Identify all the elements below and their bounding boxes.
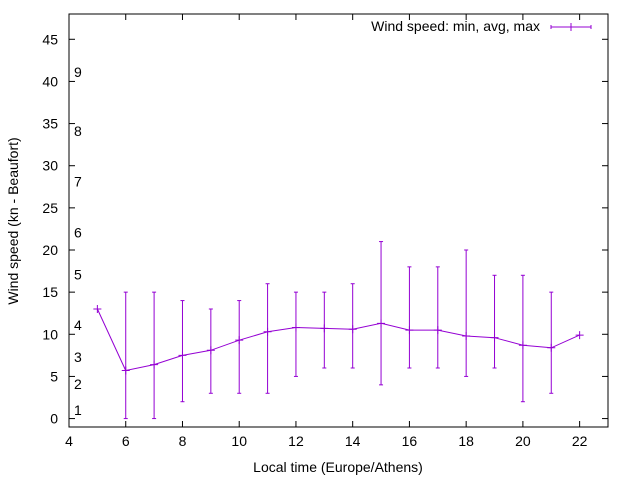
beaufort-label: 2 (74, 376, 82, 392)
data-point (405, 326, 414, 335)
x-tick-label: 8 (179, 433, 187, 449)
data-point (320, 324, 329, 333)
x-tick-label: 18 (458, 433, 474, 449)
beaufort-label: 3 (74, 349, 82, 365)
data-point (518, 341, 527, 350)
data-point (462, 331, 471, 340)
x-tick-label: 14 (345, 433, 361, 449)
y-tick-label: 25 (42, 200, 58, 216)
x-axis-label: Local time (Europe/Athens) (253, 459, 423, 475)
series-line (96, 308, 580, 372)
y-tick-label: 10 (42, 326, 58, 342)
y-tick-label: 35 (42, 116, 58, 132)
beaufort-scale-labels: 1 2 3 4 5 6 7 8 9 (74, 64, 82, 418)
x-tick-label: 4 (65, 433, 73, 449)
x-axis-ticks: 4 6 8 10 12 14 16 18 20 22 (65, 14, 588, 449)
y-tick-label: 20 (42, 242, 58, 258)
data-point (178, 351, 187, 360)
y-tick-label: 15 (42, 284, 58, 300)
beaufort-label: 8 (74, 123, 82, 139)
y-tick-label: 40 (42, 73, 58, 89)
beaufort-label: 1 (74, 402, 82, 418)
beaufort-label: 4 (74, 317, 82, 333)
y-tick-label: 30 (42, 158, 58, 174)
y-axis-label: Wind speed (kn - Beaufort) (5, 137, 21, 304)
data-point (575, 331, 584, 340)
x-tick-label: 20 (515, 433, 531, 449)
data-point (206, 346, 215, 355)
x-tick-label: 10 (231, 433, 247, 449)
x-tick-label: 6 (122, 433, 130, 449)
legend-point (567, 23, 575, 31)
y-tick-label: 5 (50, 368, 58, 384)
data-point (263, 327, 272, 336)
series-layer (93, 241, 584, 420)
data-point (150, 360, 159, 369)
y-tick-label: 0 (50, 411, 58, 427)
data-point (547, 343, 556, 352)
beaufort-label: 6 (74, 224, 82, 240)
data-point (235, 336, 244, 345)
plot-area-frame (68, 13, 609, 428)
beaufort-label: 5 (74, 266, 82, 282)
data-point (377, 319, 386, 328)
legend: Wind speed: min, avg, max (371, 18, 592, 34)
legend-label: Wind speed: min, avg, max (371, 18, 540, 34)
data-point (93, 305, 102, 313)
data-point (348, 325, 357, 334)
data-point (121, 366, 130, 375)
y-tick-label: 45 (42, 31, 58, 47)
x-tick-label: 16 (402, 433, 418, 449)
data-point (291, 323, 300, 332)
data-point (433, 326, 442, 335)
data-point (490, 333, 499, 342)
x-tick-label: 12 (288, 433, 304, 449)
x-tick-label: 22 (572, 433, 588, 449)
beaufort-label: 9 (74, 64, 82, 80)
beaufort-label: 7 (74, 174, 82, 190)
